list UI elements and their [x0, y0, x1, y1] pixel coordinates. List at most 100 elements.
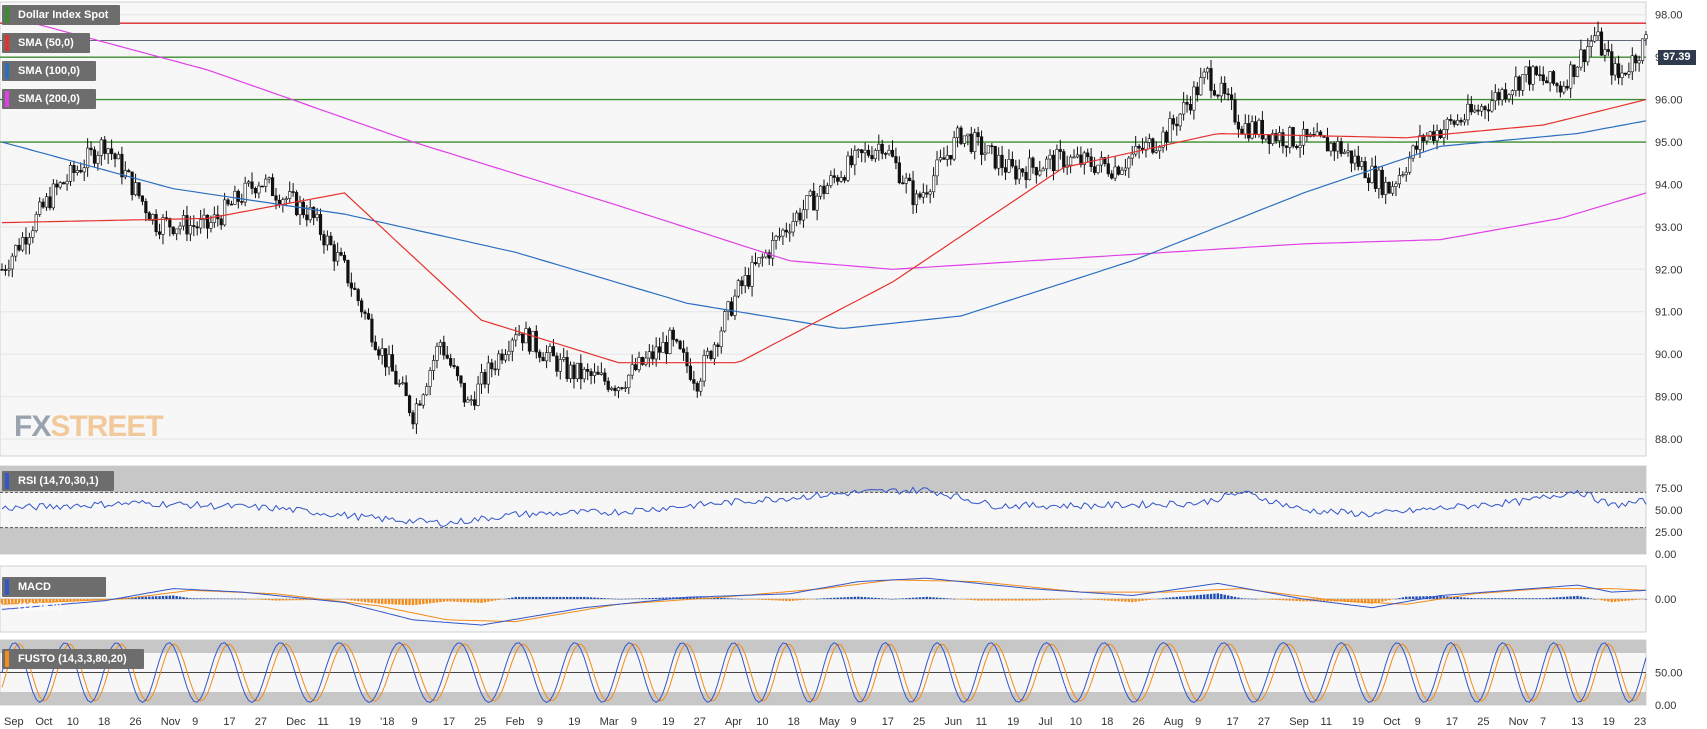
candle-body [1233, 99, 1237, 123]
macd-histogram-bar [144, 596, 148, 599]
candle-body [1113, 166, 1117, 179]
macd-histogram-bar [206, 598, 209, 599]
macd-histogram-bar [432, 599, 435, 603]
candle-body [366, 313, 371, 320]
macd-histogram-bar [425, 599, 428, 604]
candle-body [363, 311, 367, 314]
macd-histogram-bar [1439, 595, 1442, 599]
candle-body [794, 212, 799, 222]
macd-histogram-bar [497, 599, 500, 600]
macd-histogram-bar [1223, 594, 1226, 599]
legend-sma200[interactable]: SMA (200,0) [2, 89, 96, 109]
candle-body [575, 362, 579, 379]
candle-body [1103, 157, 1107, 165]
macd-histogram-bar [120, 597, 124, 599]
macd-histogram-bar [1586, 597, 1589, 599]
legend-rsi[interactable]: RSI (14,70,30,1) [2, 471, 114, 491]
macd-histogram-bar [1175, 596, 1178, 599]
macd-histogram-bar [411, 599, 415, 606]
candle-body [264, 178, 268, 187]
candle-body [1134, 145, 1138, 155]
candle-body [661, 341, 665, 353]
candle-body [1411, 145, 1415, 159]
candle-body [911, 180, 915, 206]
candle-body [1617, 63, 1621, 78]
candle-body [123, 170, 127, 178]
macd-histogram-bar [1192, 595, 1196, 599]
candle-body [1240, 128, 1244, 135]
macd-histogram-bar [223, 598, 226, 600]
candle-body [849, 155, 853, 166]
candle-body [579, 362, 583, 380]
candle-body [514, 334, 518, 341]
candle-body [1281, 132, 1285, 147]
fusto-tick-label: 50.00 [1655, 668, 1683, 680]
time-tick-label: 13 [1571, 716, 1583, 728]
candle-body [1161, 131, 1165, 148]
candle-body [1548, 71, 1552, 84]
macd-histogram-bar [634, 598, 637, 599]
macd-histogram-bar [1018, 599, 1021, 601]
candle-body [1130, 153, 1134, 159]
fusto-panel: 50.00 0.00 [0, 639, 1683, 712]
candle-body [1024, 172, 1028, 181]
candle-body [455, 366, 460, 377]
macd-histogram-bar [507, 598, 511, 599]
candle-body [1569, 64, 1573, 89]
candle-body [188, 225, 192, 235]
macd-histogram-bar [1610, 599, 1613, 603]
candle-body [418, 403, 422, 406]
macd-histogram-bar [774, 599, 778, 601]
macd-histogram-bar [178, 596, 182, 599]
rsi-line [1, 486, 1647, 528]
macd-histogram-bar [1268, 599, 1271, 600]
candle-body [401, 382, 405, 385]
macd-histogram-bar [418, 599, 422, 605]
macd-histogram-bar [1473, 598, 1476, 599]
candle-body [82, 167, 86, 173]
candle-body [127, 170, 131, 173]
legend-dollar-index[interactable]: Dollar Index Spot [2, 5, 120, 25]
macd-histogram-bar [1480, 598, 1483, 599]
candle-body [318, 214, 323, 235]
candle-body [743, 275, 747, 287]
candle-body [452, 365, 456, 368]
candle-body [1459, 119, 1463, 123]
macd-histogram-bar [651, 597, 654, 599]
macd-histogram-bar [1476, 598, 1480, 599]
macd-histogram-bar [600, 597, 603, 599]
macd-histogram-bar [250, 599, 254, 600]
macd-histogram-bar [565, 596, 569, 599]
macd-histogram-bar [442, 599, 446, 602]
candle-body [1099, 157, 1104, 166]
macd-histogram-bar [367, 599, 370, 603]
candle-body [332, 244, 336, 262]
macd-histogram-bar [559, 596, 562, 599]
candle-body [349, 282, 353, 289]
macd-histogram-bar [1377, 599, 1381, 603]
legend-sma50[interactable]: SMA (50,0) [2, 33, 90, 53]
macd-histogram-bar [470, 599, 473, 603]
legend-sma100[interactable]: SMA (100,0) [2, 61, 96, 81]
candle-body [1349, 150, 1354, 164]
candle-body [500, 353, 504, 361]
macd-histogram-bar [1213, 593, 1216, 599]
candle-body [1243, 123, 1247, 135]
candle-body [247, 181, 251, 184]
candle-body [1051, 154, 1056, 172]
legend-macd[interactable]: MACD (12,26,9) [2, 577, 106, 613]
macd-histogram-bar [326, 599, 329, 600]
macd-histogram-bar [309, 599, 312, 601]
candle-body [729, 301, 734, 316]
candle-body [688, 365, 693, 380]
candle-body [723, 311, 727, 332]
macd-histogram-bar [511, 597, 514, 599]
candle-body [781, 229, 785, 237]
candle-body [462, 382, 466, 403]
legend-fusto[interactable]: FUSTO (14,3,3,80,20) [2, 649, 144, 669]
macd-histogram-bar [1408, 596, 1411, 599]
macd-histogram-bar [148, 596, 151, 599]
macd-histogram-bar [278, 599, 281, 601]
candle-body [1082, 152, 1086, 165]
candle-body [1250, 121, 1254, 139]
